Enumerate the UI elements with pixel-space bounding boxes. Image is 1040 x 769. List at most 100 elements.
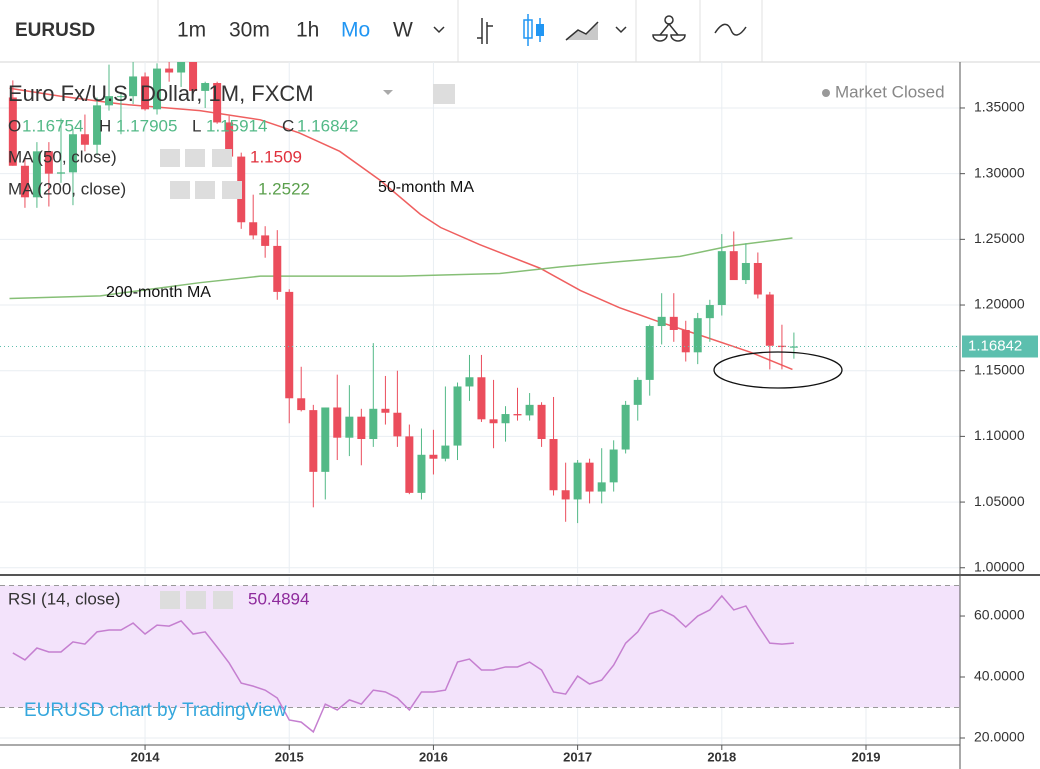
candle-body xyxy=(381,408,390,413)
candle-body xyxy=(153,68,162,110)
candle-body xyxy=(513,414,522,416)
candle-body xyxy=(621,404,630,450)
candle-body xyxy=(8,97,17,166)
x-tick-label: 2017 xyxy=(563,749,592,764)
candle-body xyxy=(141,76,150,110)
moving-average-line xyxy=(9,87,793,371)
moving-average-line xyxy=(9,237,793,300)
candle-body xyxy=(177,62,186,73)
candle-body xyxy=(213,83,222,123)
candle-body xyxy=(105,96,114,106)
y-tick-label: 60.0000 xyxy=(974,607,1025,623)
candle-body xyxy=(681,329,690,353)
interval-button[interactable]: 1h xyxy=(296,19,319,42)
candle-body xyxy=(477,377,486,420)
candle-body xyxy=(753,262,762,295)
legend-entry: RSI (14, close) xyxy=(8,589,120,608)
legend-button[interactable] xyxy=(222,181,242,199)
candle-body xyxy=(20,165,29,198)
candle-body xyxy=(68,134,77,173)
candles-icon[interactable] xyxy=(523,14,544,46)
ohlc-value: 1.15914 xyxy=(206,116,267,135)
y-tick-label: 1.25000 xyxy=(974,230,1025,246)
candle-body xyxy=(741,262,750,281)
interval-button[interactable]: 30m xyxy=(229,19,270,42)
compare-icon[interactable] xyxy=(652,15,686,42)
legend-button[interactable] xyxy=(160,591,180,609)
candle-body xyxy=(789,346,798,348)
x-tick-label: 2015 xyxy=(275,749,304,764)
market-status: Market Closed xyxy=(835,82,945,101)
interval-button[interactable]: W xyxy=(393,19,413,42)
ohlc-label: C xyxy=(282,116,294,135)
highlight-ellipse xyxy=(713,351,843,389)
candle-body xyxy=(393,412,402,437)
candle-body xyxy=(465,377,474,387)
annotation: 50-month MA xyxy=(378,179,474,196)
legend-button[interactable] xyxy=(212,149,232,167)
legend-value: 1.2522 xyxy=(258,179,310,198)
candle-body xyxy=(93,105,102,145)
area-icon[interactable] xyxy=(565,21,599,41)
ohlc-label: H xyxy=(99,116,111,135)
candle-body xyxy=(489,419,498,424)
dropdown-caret[interactable] xyxy=(615,26,627,34)
legend-button[interactable] xyxy=(213,591,233,609)
y-tick-label: 1.10000 xyxy=(974,427,1025,443)
x-tick-label: 2019 xyxy=(852,749,881,764)
candle-body xyxy=(657,316,666,327)
candle-body xyxy=(201,83,210,91)
candle-body xyxy=(189,62,198,91)
ohlc-value: 1.17905 xyxy=(116,116,177,135)
ohlc-label: O xyxy=(8,116,21,135)
candle-body xyxy=(333,407,342,438)
interval-button[interactable]: 1m xyxy=(177,19,206,42)
grid xyxy=(0,62,960,745)
symbol[interactable]: EURUSD xyxy=(15,20,95,41)
x-tick-label: 2016 xyxy=(419,749,448,764)
dropdown-caret[interactable] xyxy=(433,26,445,34)
x-tick-label: 2018 xyxy=(707,749,736,764)
candle-body xyxy=(32,151,41,198)
candle-body xyxy=(717,251,726,306)
y-tick-label: 1.05000 xyxy=(974,493,1025,509)
bars-icon[interactable] xyxy=(477,18,493,44)
candle-body xyxy=(645,326,654,380)
interval-button[interactable]: Mo xyxy=(341,19,370,42)
visibility-button[interactable] xyxy=(433,84,455,104)
ohlc-value: 1.16754 xyxy=(22,116,83,135)
candle-body xyxy=(165,68,174,73)
candle-body xyxy=(705,305,714,319)
legend-button[interactable] xyxy=(185,149,205,167)
title-caret[interactable] xyxy=(383,90,393,95)
last-price-box xyxy=(962,335,1038,358)
candle-body xyxy=(429,454,438,459)
legend-button[interactable] xyxy=(195,181,215,199)
legend-button[interactable] xyxy=(170,181,190,199)
y-tick-label: 1.20000 xyxy=(974,296,1025,312)
candle-body xyxy=(56,172,65,174)
candle-body xyxy=(633,379,642,405)
candle-body xyxy=(597,482,606,492)
y-tick-label: 20.0000 xyxy=(974,729,1025,745)
candle-body xyxy=(765,294,774,346)
y-tick-label: 1.00000 xyxy=(974,558,1025,574)
x-tick-label: 2014 xyxy=(131,749,161,764)
candle-body xyxy=(561,490,570,500)
y-tick-label: 1.15000 xyxy=(974,361,1025,377)
legend-entry: MA (200, close) xyxy=(8,179,126,198)
legend-button[interactable] xyxy=(160,149,180,167)
indicators-icon[interactable] xyxy=(714,23,747,36)
candle-body xyxy=(321,407,330,472)
annotation: 200-month MA xyxy=(106,284,211,301)
candle-body xyxy=(729,251,738,281)
candle-body xyxy=(309,410,318,472)
ohlc-label: L xyxy=(192,116,201,135)
toolbar: EURUSD 1m 30m 1h Mo W xyxy=(0,0,1040,63)
legend-button[interactable] xyxy=(186,591,206,609)
candle-body xyxy=(249,222,258,236)
rsi-line xyxy=(12,594,794,734)
candle-body xyxy=(369,408,378,440)
toolbar-bg xyxy=(0,0,1040,62)
